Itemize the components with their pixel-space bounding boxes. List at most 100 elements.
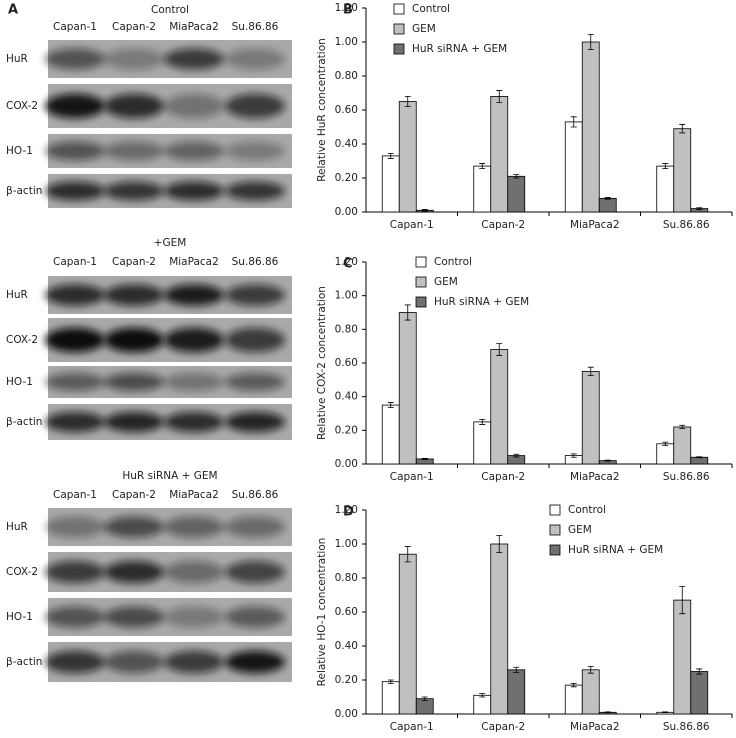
panel-label: B	[343, 3, 353, 18]
y-tick-label: 0.00	[335, 458, 358, 470]
bar	[381, 404, 400, 465]
y-tick-label: 0.20	[335, 424, 358, 436]
blot-row-label: β-actin	[6, 185, 42, 197]
blot-group-title: HuR siRNA + GEM	[122, 470, 217, 482]
bar	[564, 684, 583, 715]
y-tick-label: 0.00	[335, 708, 358, 720]
blot-band	[164, 48, 224, 70]
bar	[673, 128, 692, 213]
error-bar	[570, 116, 577, 128]
bar	[490, 543, 509, 715]
blot-row-label: β-actin	[6, 416, 42, 428]
blot-band	[45, 411, 105, 433]
blot-group-title: +GEM	[154, 237, 187, 249]
x-tick-label: Capan-2	[481, 471, 525, 483]
bar	[381, 155, 400, 213]
x-tick-label: MiaPaca2	[570, 471, 620, 483]
legend-label: GEM	[412, 23, 436, 35]
bar	[656, 165, 675, 213]
y-tick-label: 0.40	[335, 640, 358, 652]
legend-label: GEM	[434, 276, 458, 288]
legend-label: Control	[568, 504, 606, 516]
error-bar	[662, 441, 669, 446]
blot-band	[45, 650, 105, 674]
blot-column-label: MiaPaca2	[169, 256, 219, 268]
blot-column-label: Su.86.86	[232, 21, 279, 33]
error-bar	[404, 96, 411, 107]
error-bar	[604, 711, 611, 714]
bar	[490, 96, 509, 213]
error-bar	[404, 546, 411, 563]
error-bar	[587, 33, 594, 51]
blot-band	[104, 606, 164, 628]
y-tick-label: 0.60	[335, 357, 358, 369]
blot-band	[225, 327, 285, 353]
blot-band	[164, 141, 224, 161]
bar	[398, 101, 417, 213]
y-tick-label: 1.20	[335, 256, 358, 268]
error-bar	[570, 453, 577, 458]
blot-column-label: Capan-2	[112, 256, 156, 268]
blot-band	[225, 373, 285, 391]
blot-column-label: Capan-2	[112, 489, 156, 501]
bar	[581, 371, 600, 465]
bar	[507, 175, 526, 213]
bar	[690, 671, 709, 715]
y-axis-label: Relative HO-1 concentration	[316, 538, 328, 687]
blot-group-title: Control	[151, 4, 189, 16]
bar	[473, 421, 492, 465]
bar	[398, 553, 417, 715]
blot-row-label: COX-2	[6, 334, 38, 346]
blot-column-label: Capan-1	[53, 489, 97, 501]
blot-row-label: HuR	[6, 521, 28, 533]
blot-column-label: Capan-1	[53, 21, 97, 33]
blot-row-label: HO-1	[6, 145, 33, 157]
blot-band	[104, 373, 164, 391]
blot-band	[104, 650, 164, 674]
y-axis-label: Relative COX-2 concentration	[316, 286, 328, 440]
blot-column-label: Su.86.86	[232, 256, 279, 268]
bar	[473, 694, 492, 715]
error-bar	[387, 152, 394, 159]
y-tick-label: 0.40	[335, 138, 358, 150]
legend-label: GEM	[568, 524, 592, 536]
blot-band	[225, 650, 285, 674]
blot-band	[225, 93, 285, 119]
blot-column-label: Capan-1	[53, 256, 97, 268]
x-tick-label: Su.86.86	[663, 721, 710, 733]
blot-band	[45, 606, 105, 628]
panel-label: D	[343, 505, 354, 520]
error-bar	[679, 424, 686, 430]
blot-band	[104, 516, 164, 538]
error-bar	[387, 402, 394, 409]
y-tick-label: 0.60	[335, 104, 358, 116]
error-bar	[604, 197, 611, 200]
blot-band	[45, 284, 105, 306]
bar	[656, 443, 675, 465]
legend-swatch	[415, 276, 427, 288]
legend-label: HuR siRNA + GEM	[412, 43, 507, 55]
error-bar	[479, 163, 486, 170]
blot-band	[45, 373, 105, 391]
blot-row-label: HuR	[6, 289, 28, 301]
blot-column-label: Su.86.86	[232, 489, 279, 501]
y-tick-label: 1.20	[335, 504, 358, 516]
blot-row-label: COX-2	[6, 100, 38, 112]
legend-swatch	[415, 256, 427, 268]
blot-band	[104, 93, 164, 119]
bar	[507, 669, 526, 715]
y-tick-label: 1.00	[335, 36, 358, 48]
blot-band	[164, 560, 224, 584]
blot-band	[164, 93, 224, 119]
error-bar	[587, 366, 594, 377]
blot-band	[104, 181, 164, 201]
error-bar	[587, 666, 594, 674]
bar	[490, 349, 509, 465]
y-tick-label: 1.20	[335, 2, 358, 14]
y-tick-label: 0.80	[335, 70, 358, 82]
y-tick-label: 0.80	[335, 572, 358, 584]
bar	[381, 681, 400, 715]
x-tick-label: Capan-2	[481, 219, 525, 231]
bar	[673, 426, 692, 465]
y-tick-label: 0.20	[335, 674, 358, 686]
